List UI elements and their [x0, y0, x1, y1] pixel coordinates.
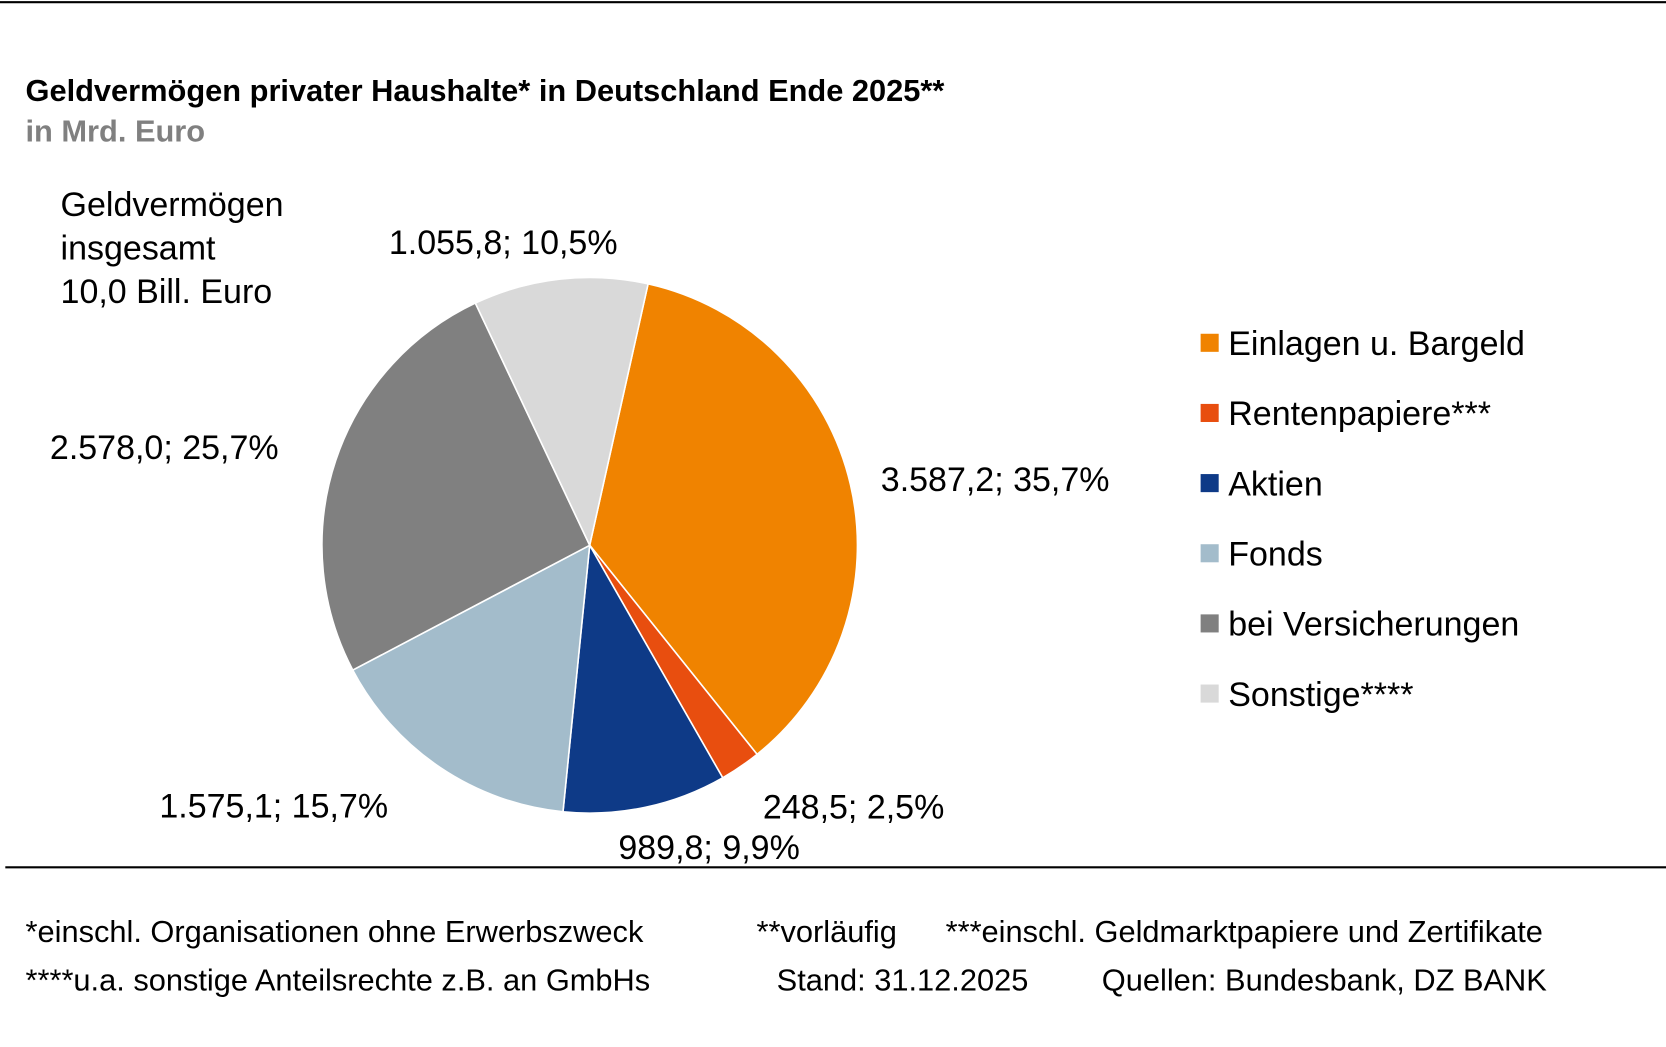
legend-swatch-3	[1200, 544, 1219, 563]
chart-subtitle: in Mrd. Euro	[25, 113, 205, 148]
legend-label-1: Rentenpapiere***	[1228, 395, 1491, 433]
legend-label-3: Fonds	[1228, 535, 1322, 573]
legend-label-4: bei Versicherungen	[1228, 606, 1519, 644]
data-label-einlagen: 3.587,2; 35,7%	[881, 461, 1110, 499]
legend-swatch-2	[1200, 474, 1219, 493]
data-label-versicherungen: 2.578,0; 25,7%	[50, 429, 279, 467]
pie-slice-2	[562, 542, 724, 814]
footnote-2a: ****u.a. sonstige Anteilsrechte z.B. an …	[25, 963, 650, 998]
data-label-renten: 248,5; 2,5%	[763, 788, 944, 826]
footnote-2b: Stand: 31.12.2025	[777, 963, 1029, 998]
legend-swatch-1	[1200, 403, 1219, 422]
pie-slice-0	[588, 282, 859, 756]
pie-slices	[321, 276, 859, 814]
footnote-1c: ***einschl. Geldmarktpapiere und Zertifi…	[946, 914, 1543, 949]
data-label-aktien: 989,8; 9,9%	[618, 829, 799, 867]
chart-title: Geldvermögen privater Haushalte* in Deut…	[25, 73, 944, 108]
pie-slice-4	[321, 302, 591, 672]
data-label-sonstige: 1.055,8; 10,5%	[389, 224, 618, 262]
legend-swatch-0	[1200, 333, 1219, 352]
legend-label-5: Sonstige****	[1228, 676, 1413, 714]
footnote-1b: **vorläufig	[757, 914, 897, 949]
total-annotation-1: Geldvermögen	[61, 186, 284, 224]
legend-label-2: Aktien	[1228, 465, 1322, 503]
data-label-fonds: 1.575,1; 15,7%	[159, 787, 388, 825]
legend-swatch-4	[1200, 614, 1219, 633]
legend-swatch-5	[1200, 684, 1219, 703]
pie-slice-3	[351, 543, 591, 813]
legend: Einlagen u. Bargeld Rentenpapiere*** Aktie…	[1200, 325, 1525, 714]
legend-label-0: Einlagen u. Bargeld	[1228, 325, 1525, 363]
total-annotation-2: insgesamt	[61, 229, 216, 267]
pie-slice-5	[474, 276, 650, 548]
footnote-1a: *einschl. Organisationen ohne Erwerbszwe…	[25, 914, 643, 949]
total-annotation-3: 10,0 Bill. Euro	[61, 273, 273, 311]
footnote-2c: Quellen: Bundesbank, DZ BANK	[1102, 963, 1547, 998]
